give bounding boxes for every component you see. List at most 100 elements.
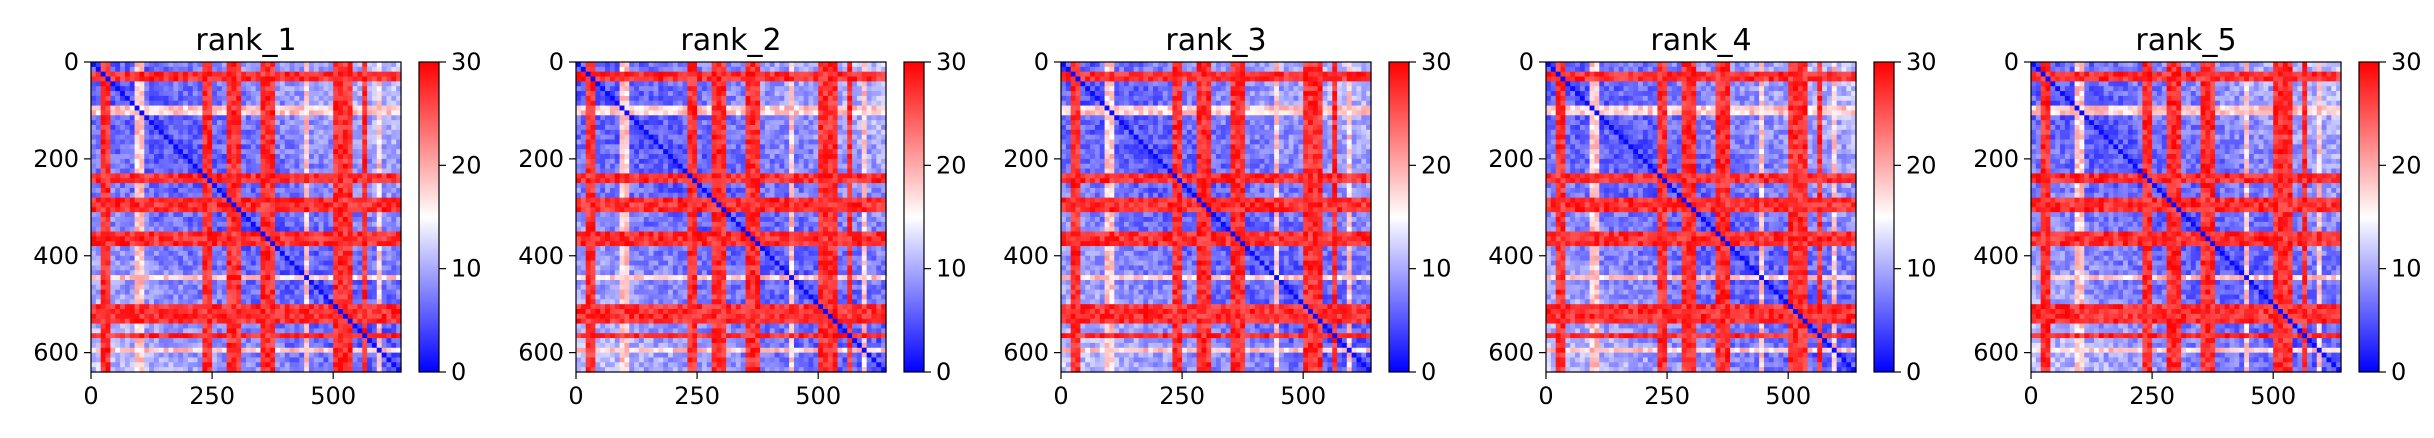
heatmap-cell (129, 207, 136, 213)
heatmap-cell (304, 124, 310, 131)
heatmap-cell (91, 187, 97, 194)
heatmap-cell (357, 236, 363, 242)
heatmap-cell (197, 309, 203, 315)
heatmap-cell (192, 158, 199, 165)
heatmap-cell (134, 66, 141, 73)
heatmap-cell (367, 173, 373, 179)
heatmap-cell (158, 323, 165, 329)
heatmap-cell (304, 313, 310, 320)
heatmap-cell (207, 342, 213, 349)
heatmap-cell (619, 105, 626, 112)
heatmap-cell (643, 95, 650, 102)
heatmap-cell (270, 168, 276, 174)
heatmap-cell (178, 207, 184, 213)
heatmap-cell (221, 202, 228, 208)
heatmap-cell (241, 352, 247, 359)
heatmap-cell (246, 144, 252, 150)
heatmap-cell (120, 207, 126, 213)
heatmap-cell (362, 347, 368, 354)
heatmap-cell (338, 86, 344, 92)
heatmap-cell (284, 342, 291, 349)
heatmap-cell (192, 134, 199, 141)
heatmap-cell (697, 100, 703, 107)
heatmap-cell (183, 299, 189, 305)
heatmap-cell (192, 236, 199, 242)
heatmap-cell (216, 95, 223, 102)
heatmap-cell (260, 338, 266, 344)
heatmap-cell (731, 95, 737, 102)
heatmap-cell (381, 207, 388, 213)
heatmap-cell (91, 275, 97, 281)
heatmap-cell (299, 328, 305, 334)
heatmap-cell (347, 183, 354, 189)
heatmap-cell (91, 250, 97, 257)
heatmap-cell (856, 76, 863, 82)
heatmap-cell (576, 81, 582, 87)
heatmap-cell (173, 241, 179, 247)
heatmap-cell (866, 120, 873, 126)
heatmap-cell (255, 246, 262, 252)
heatmap-cell (212, 357, 218, 363)
heatmap-cell (124, 299, 131, 305)
heatmap-cell (139, 221, 145, 228)
heatmap-cell (226, 226, 233, 233)
heatmap-cell (124, 304, 131, 310)
heatmap-cell (158, 105, 165, 112)
heatmap-cell (221, 178, 228, 184)
heatmap-cell (367, 270, 373, 276)
heatmap-cell (376, 202, 383, 208)
heatmap-cell (716, 76, 722, 82)
heatmap-cell (371, 144, 378, 150)
heatmap-cell (163, 221, 170, 228)
heatmap-cell (100, 226, 107, 233)
heatmap-cell (362, 265, 368, 271)
heatmap-cell (236, 212, 242, 218)
heatmap-cell (333, 124, 339, 131)
heatmap-cell (357, 299, 363, 305)
heatmap-cell (216, 217, 223, 223)
heatmap-cell (221, 328, 228, 334)
heatmap-cell (139, 212, 145, 218)
heatmap-cell (144, 178, 150, 184)
heatmap-cell (381, 246, 388, 252)
heatmap-cell (755, 110, 761, 116)
heatmap-cell (745, 86, 751, 92)
heatmap-cell (149, 120, 155, 126)
heatmap-cell (134, 270, 141, 276)
heatmap-cell (396, 357, 402, 363)
heatmap-cell (202, 187, 208, 194)
heatmap-cell (818, 100, 824, 107)
heatmap-cell (255, 313, 262, 320)
heatmap-cell (648, 120, 655, 126)
heatmap-cell (643, 71, 650, 78)
heatmap-cell (91, 120, 97, 126)
heatmap-cell (187, 110, 194, 116)
heatmap-cell (352, 367, 358, 373)
heatmap-cell (740, 120, 747, 126)
heatmap-cell (619, 91, 626, 97)
heatmap-cell (299, 129, 305, 136)
heatmap-cell (149, 110, 155, 116)
heatmap-cell (318, 212, 325, 218)
heatmap-cell (386, 66, 392, 73)
heatmap-cell (202, 192, 208, 199)
heatmap-cell (391, 192, 397, 199)
heatmap-cell (110, 95, 116, 102)
heatmap-cell (289, 105, 296, 112)
heatmap-cell (774, 91, 781, 97)
heatmap-cell (313, 91, 320, 97)
heatmap-cell (318, 217, 325, 223)
heatmap-cell (352, 241, 358, 247)
heatmap-cell (91, 192, 97, 199)
heatmap-cell (168, 260, 174, 267)
heatmap-cell (313, 134, 320, 141)
heatmap-cell (745, 66, 751, 73)
heatmap-cell (120, 304, 126, 310)
heatmap-cell (357, 270, 363, 276)
heatmap-cell (275, 279, 281, 286)
heatmap-cell (110, 100, 116, 107)
heatmap-cell (100, 71, 107, 78)
heatmap-cell (187, 139, 194, 145)
heatmap-cell (202, 236, 208, 242)
heatmap-cell (318, 367, 325, 373)
